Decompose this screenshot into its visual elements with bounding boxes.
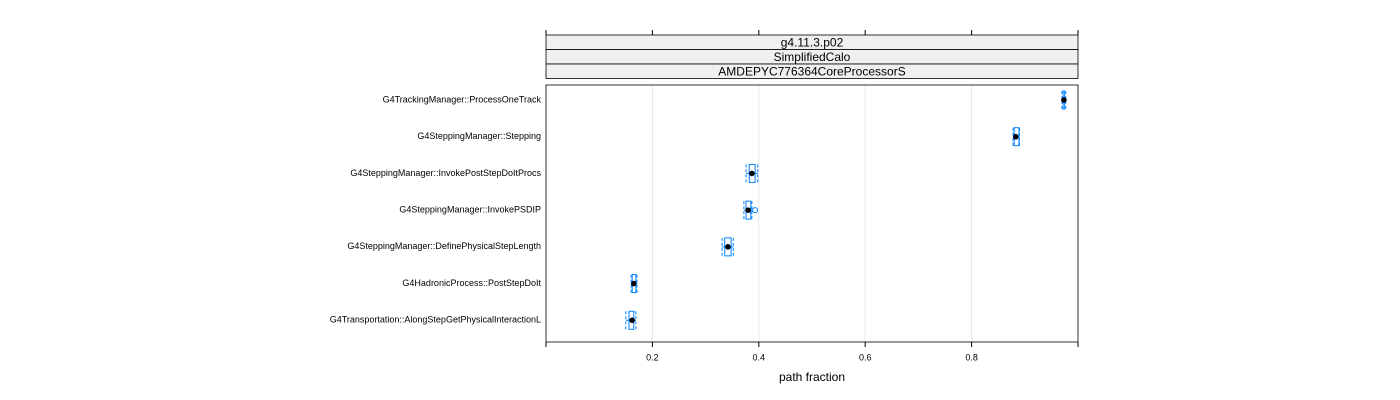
strip-label: SimplifiedCalo xyxy=(774,50,851,64)
median xyxy=(630,280,637,287)
y-tick-label: G4SteppingManager::InvokePostStepDoItPro… xyxy=(350,168,541,178)
x-tick-label: 0.6 xyxy=(859,352,872,362)
panel-border xyxy=(545,84,1079,343)
y-tick-label: G4SteppingManager::DefinePhysicalStepLen… xyxy=(347,241,541,251)
x-tick-label: 0.2 xyxy=(646,352,659,362)
y-tick-label: G4SteppingManager::InvokePSDIP xyxy=(399,205,541,215)
strip-label: AMDEPYC776364CoreProcessorS xyxy=(718,64,905,78)
y-tick-label: G4Transportation::AlongStepGetPhysicalIn… xyxy=(330,315,541,325)
y-tick-label: G4SteppingManager::Stepping xyxy=(417,131,541,141)
median xyxy=(725,244,731,250)
y-tick-label: G4HadronicProcess::PostStepDoIt xyxy=(402,278,541,288)
median xyxy=(745,207,751,213)
box xyxy=(724,237,732,257)
median xyxy=(1061,97,1067,103)
x-axis-label: path fraction xyxy=(779,370,845,384)
strip xyxy=(545,63,1079,79)
x-tick-label: 0.4 xyxy=(753,352,766,362)
strip-label: g4.11.3.p02 xyxy=(781,35,844,49)
x-tick-label: 0.8 xyxy=(965,352,978,362)
median xyxy=(749,170,755,177)
outlier xyxy=(752,207,759,214)
y-tick-label: G4TrackingManager::ProcessOneTrack xyxy=(383,94,542,104)
median xyxy=(629,317,635,324)
median xyxy=(1012,133,1019,140)
